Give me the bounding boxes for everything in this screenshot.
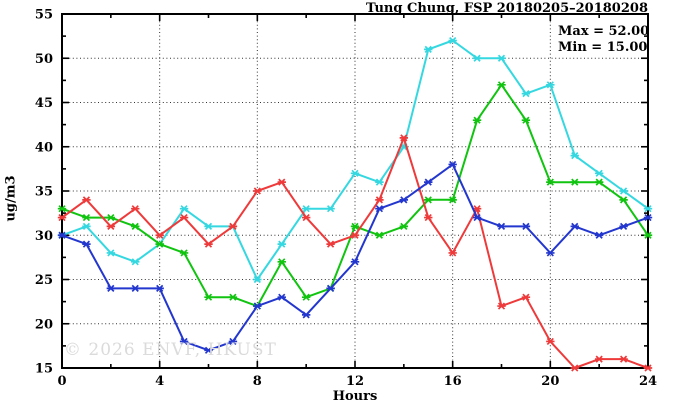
x-tick-label: 20	[541, 374, 559, 389]
series-cyan-markers	[57, 36, 653, 284]
x-tick-label: 12	[346, 374, 364, 389]
x-tick-label: 4	[155, 374, 164, 389]
y-tick-label: 30	[35, 229, 53, 244]
x-tick-label: 16	[444, 374, 462, 389]
y-tick-label: 50	[35, 52, 53, 67]
x-axis-label: Hours	[332, 389, 378, 404]
chart-title: Tung Chung, FSP 20180205–20180208	[366, 1, 648, 16]
y-tick-label: 15	[35, 362, 53, 377]
watermark: © 2026 ENVF, HKUST	[64, 340, 277, 360]
x-tick-label: 24	[639, 374, 657, 389]
legend-max-value: Max = 52.00	[558, 24, 650, 39]
series-red-markers	[57, 134, 653, 372]
y-tick-label: 45	[35, 96, 53, 111]
series-blue-markers	[57, 160, 653, 354]
series-blue-line	[61, 163, 649, 352]
legend-min-value: Min = 15.00	[558, 40, 648, 55]
legend: Max = 52.00 Min = 15.00	[558, 24, 649, 56]
y-tick-label: 25	[35, 273, 53, 288]
x-tick-label: 8	[253, 374, 262, 389]
y-tick-label: 55	[35, 8, 53, 23]
series-green-line	[61, 83, 649, 308]
y-tick-label: 20	[35, 317, 53, 332]
y-axis-label: ug/m3	[3, 175, 19, 222]
y-tick-label: 40	[35, 140, 53, 155]
y-tick-label: 35	[35, 185, 53, 200]
x-tick-label: 0	[57, 374, 66, 389]
series-green-markers	[57, 81, 653, 310]
